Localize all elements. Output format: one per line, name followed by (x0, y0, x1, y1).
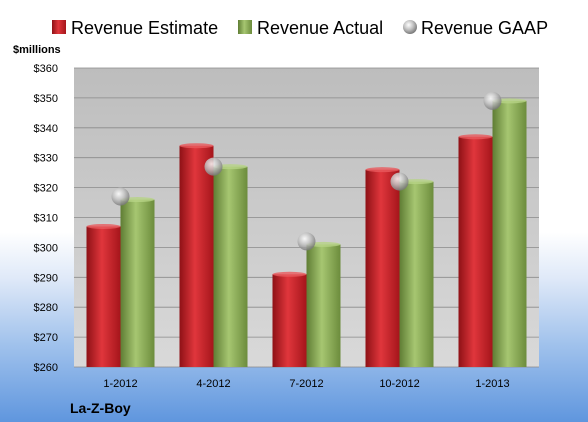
y-tick-label: $310 (34, 213, 58, 225)
y-tick-label: $290 (34, 272, 58, 284)
x-tick-label: 7-2012 (289, 378, 323, 390)
y-tick-label: $340 (34, 123, 58, 135)
legend-swatch-estimate (52, 20, 66, 34)
x-axis-ticks: 1-2012 4-2012 7-2012 10-2012 1-2013 (103, 378, 509, 390)
x-tick-label: 10-2012 (379, 378, 419, 390)
legend-swatch-gaap (403, 20, 417, 34)
legend: Revenue Estimate Revenue Actual Revenue … (52, 18, 548, 38)
bar-revenue-estimate (272, 274, 307, 367)
bar-revenue-actual (213, 166, 248, 367)
bar-revenue-estimate-cap (179, 143, 214, 149)
bar-revenue-actual (399, 181, 434, 367)
bar-revenue-estimate-cap (86, 223, 121, 229)
legend-label-estimate: Revenue Estimate (71, 18, 218, 38)
bars (86, 98, 527, 367)
marker-revenue-gaap (483, 91, 502, 110)
x-tick-label: 1-2012 (103, 378, 137, 390)
legend-swatch-actual (238, 20, 252, 34)
marker-revenue-gaap (111, 187, 130, 206)
x-tick-label: 4-2012 (196, 378, 230, 390)
gaap-markers (111, 91, 502, 251)
bar-revenue-estimate (179, 145, 214, 367)
y-tick-label: $280 (34, 302, 58, 314)
bar-revenue-estimate (86, 226, 121, 367)
marker-revenue-gaap (297, 232, 316, 251)
bar-revenue-actual (492, 100, 527, 367)
company-label: La-Z-Boy (70, 400, 131, 416)
y-tick-label: $320 (34, 183, 58, 195)
bar-revenue-estimate-cap (458, 134, 493, 140)
bar-revenue-estimate-cap (272, 271, 307, 277)
legend-label-gaap: Revenue GAAP (421, 18, 548, 38)
bar-revenue-actual (120, 199, 155, 367)
marker-revenue-gaap (390, 172, 409, 191)
bar-revenue-estimate-cap (365, 167, 400, 173)
y-tick-label: $350 (34, 93, 58, 105)
legend-label-actual: Revenue Actual (257, 18, 383, 38)
bar-revenue-estimate (458, 136, 493, 367)
unit-label: $millions (13, 44, 61, 56)
bar-revenue-actual (306, 244, 341, 367)
y-tick-label: $360 (34, 63, 58, 75)
y-axis-ticks: $260 $270 $280 $290 $300 $310 $320 $330 $340 $350… (34, 63, 58, 374)
bar-revenue-estimate (365, 169, 400, 367)
y-tick-label: $260 (34, 362, 58, 374)
x-tick-label: 1-2013 (475, 378, 509, 390)
marker-revenue-gaap (204, 157, 223, 176)
y-tick-label: $300 (34, 242, 58, 254)
y-tick-label: $270 (34, 332, 58, 344)
y-tick-label: $330 (34, 153, 58, 165)
